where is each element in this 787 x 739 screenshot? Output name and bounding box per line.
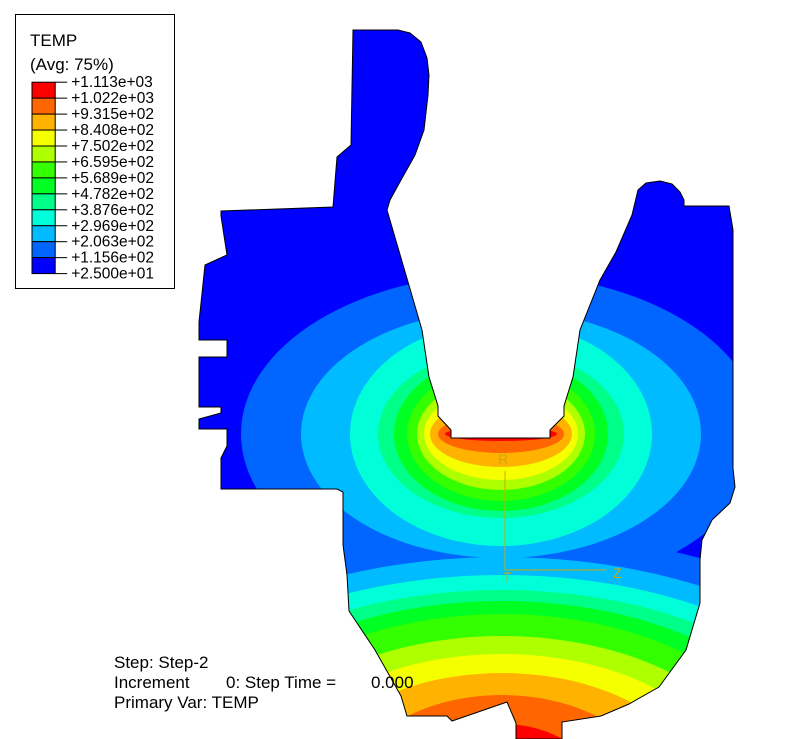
svg-text:+1.022e+03: +1.022e+03	[71, 90, 154, 107]
svg-text:T: T	[503, 569, 512, 585]
svg-text:+2.500e+01: +2.500e+01	[71, 266, 154, 283]
svg-text:+9.315e+02: +9.315e+02	[71, 106, 154, 123]
svg-text:Primary Var: TEMP: Primary Var: TEMP	[114, 693, 259, 712]
svg-text:R: R	[498, 451, 508, 467]
svg-text:+4.782e+02: +4.782e+02	[71, 186, 154, 203]
svg-text:+3.876e+02: +3.876e+02	[71, 202, 154, 219]
svg-text:+2.969e+02: +2.969e+02	[71, 218, 154, 235]
svg-text:0.000: 0.000	[371, 673, 414, 692]
svg-text:+1.156e+02: +1.156e+02	[71, 250, 154, 267]
svg-text:Increment: Increment	[114, 673, 190, 692]
svg-text:(Avg: 75%): (Avg: 75%)	[30, 55, 114, 74]
svg-text:+8.408e+02: +8.408e+02	[71, 122, 154, 139]
svg-text:Z: Z	[613, 565, 622, 581]
svg-text:+7.502e+02: +7.502e+02	[71, 138, 154, 155]
svg-text:+2.063e+02: +2.063e+02	[71, 234, 154, 251]
svg-text:+1.113e+03: +1.113e+03	[71, 74, 153, 91]
svg-text:+6.595e+02: +6.595e+02	[71, 154, 154, 171]
svg-text:+5.689e+02: +5.689e+02	[71, 170, 154, 187]
svg-text:0: Step Time =: 0: Step Time =	[226, 673, 336, 692]
svg-text:TEMP: TEMP	[30, 31, 77, 50]
svg-text:Step: Step-2: Step: Step-2	[114, 653, 209, 672]
